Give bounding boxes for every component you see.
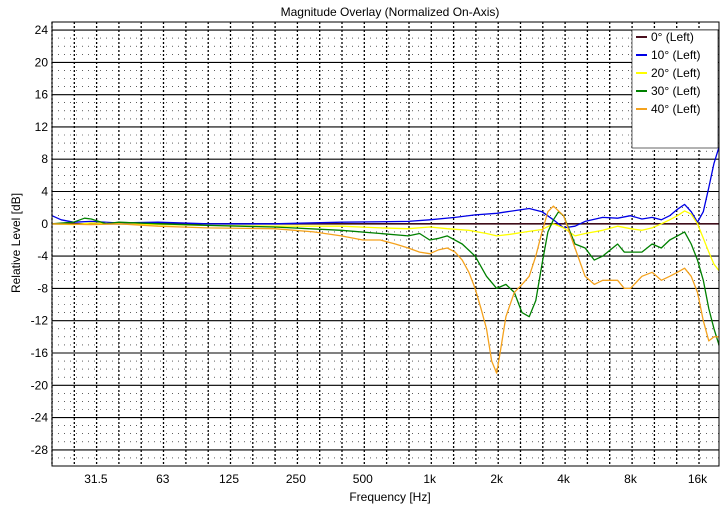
- grid-lines: [51, 21, 719, 467]
- plot-frame: [51, 21, 720, 467]
- y-tick-label: 4: [41, 185, 48, 199]
- y-tick-label: 16: [35, 88, 49, 102]
- legend-label: 40° (Left): [651, 102, 701, 116]
- x-tick-label: 63: [156, 472, 170, 486]
- plot-series: [51, 146, 720, 374]
- series-line-2: [51, 210, 720, 272]
- y-tick-label: -16: [31, 346, 49, 360]
- legend-label: 10° (Left): [651, 48, 701, 62]
- y-tick-label: -24: [31, 411, 49, 425]
- legend-label: 0° (Left): [651, 30, 694, 44]
- series-line-1: [51, 146, 720, 229]
- x-tick-label: 1k: [423, 472, 437, 486]
- legend-label: 20° (Left): [651, 66, 701, 80]
- y-tick-label: 0: [41, 217, 48, 231]
- y-tick-label: -4: [37, 249, 48, 263]
- x-tick-label: 31.5: [84, 472, 108, 486]
- legend-label: 30° (Left): [651, 84, 701, 98]
- x-tick-label: 250: [286, 472, 306, 486]
- x-tick-label: 500: [353, 472, 373, 486]
- series-line-3: [51, 211, 720, 346]
- y-tick-labels: 24 20 16 12 8 4 0 -4 -8 -12 -16 -20 -24 -28: [31, 23, 49, 457]
- x-tick-label: 125: [219, 472, 239, 486]
- legend: 0° (Left) 10° (Left) 20° (Left) 30° (Left) 4…: [631, 29, 719, 149]
- y-tick-label: 24: [35, 23, 49, 37]
- x-axis-label: Frequency [Hz]: [349, 490, 430, 504]
- chart-title: Magnitude Overlay (Normalized On-Axis): [281, 5, 500, 19]
- y-tick-label: -8: [37, 281, 48, 295]
- y-tick-label: -12: [31, 314, 49, 328]
- y-tick-label: -20: [31, 378, 49, 392]
- x-tick-labels: 31.5 63 125 250 500 1k 2k 4k 8k 16k: [84, 472, 708, 486]
- y-tick-label: 8: [41, 152, 48, 166]
- y-tick-label: 12: [35, 120, 49, 134]
- x-tick-label: 16k: [688, 472, 708, 486]
- x-tick-label: 4k: [557, 472, 571, 486]
- series-line-4: [51, 205, 719, 374]
- y-axis-label: Relative Level [dB]: [9, 193, 23, 293]
- x-tick-label: 8k: [624, 472, 638, 486]
- y-tick-label: 20: [35, 55, 49, 69]
- x-tick-label: 2k: [490, 472, 504, 486]
- legend-box: [631, 29, 719, 149]
- y-tick-label: -28: [31, 443, 49, 457]
